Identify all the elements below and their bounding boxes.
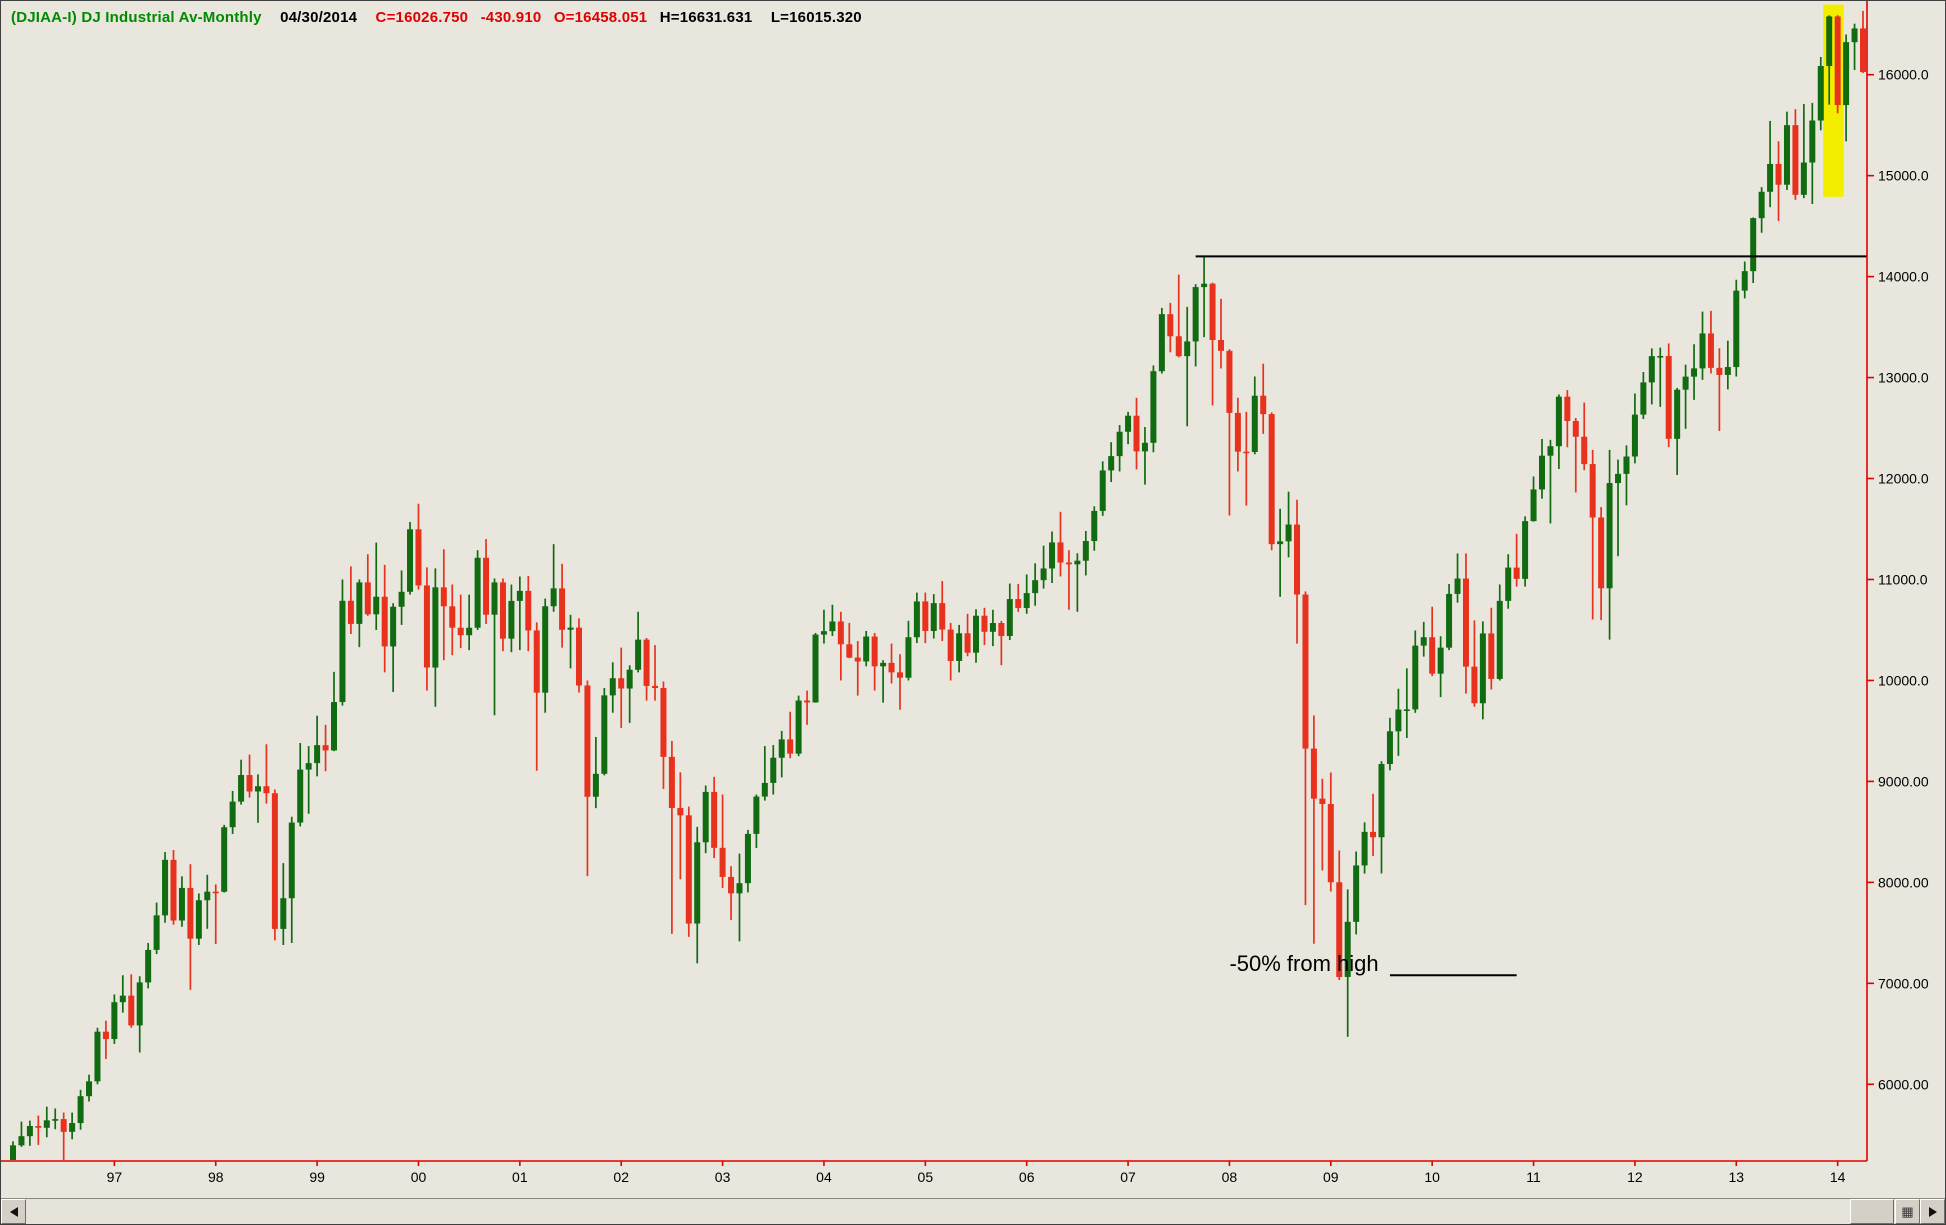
svg-text:01: 01 <box>512 1169 528 1185</box>
open-value: O=16458.051 <box>553 9 648 26</box>
scroll-right-arrow-icon <box>1928 1206 1937 1217</box>
svg-text:07: 07 <box>1120 1169 1136 1185</box>
svg-text:13000.0: 13000.0 <box>1878 370 1929 386</box>
horizontal-scrollbar[interactable]: ▦ <box>1 1198 1945 1224</box>
svg-text:10: 10 <box>1424 1169 1440 1185</box>
svg-text:97: 97 <box>107 1169 123 1185</box>
svg-text:16000.0: 16000.0 <box>1878 67 1929 83</box>
svg-text:7000.00: 7000.00 <box>1878 975 1929 991</box>
svg-text:08: 08 <box>1222 1169 1238 1185</box>
svg-text:10000.0: 10000.0 <box>1878 672 1929 688</box>
svg-text:14000.0: 14000.0 <box>1878 269 1929 285</box>
low-value: L=16015.320 <box>770 9 862 26</box>
scroll-track[interactable] <box>26 1199 1895 1224</box>
scroll-thumb[interactable] <box>1850 1199 1894 1224</box>
svg-text:6000.00: 6000.00 <box>1878 1076 1929 1092</box>
svg-text:11000.0: 11000.0 <box>1878 571 1928 587</box>
svg-text:14: 14 <box>1830 1169 1846 1185</box>
price-chart[interactable]: -50% from high16000.015000.014000.013000… <box>1 1 1945 1198</box>
close-value: C=16026.750 <box>375 9 469 26</box>
svg-text:00: 00 <box>411 1169 427 1185</box>
svg-text:09: 09 <box>1323 1169 1339 1185</box>
quote-bar: (DJIAA-I) DJ Industrial Av-Monthly 04/30… <box>11 9 876 26</box>
date-label: 04/30/2014 <box>280 9 358 26</box>
svg-text:03: 03 <box>715 1169 731 1185</box>
scroll-left-button[interactable] <box>1 1199 26 1224</box>
svg-text:11: 11 <box>1526 1169 1541 1185</box>
svg-text:04: 04 <box>816 1169 832 1185</box>
svg-text:15000.0: 15000.0 <box>1878 168 1929 184</box>
scroll-right-button[interactable] <box>1920 1199 1945 1224</box>
grip-icon: ▦ <box>1901 1204 1914 1219</box>
scroll-left-arrow-icon <box>9 1206 18 1217</box>
svg-text:05: 05 <box>918 1169 934 1185</box>
symbol-label: (DJIAA-I) DJ Industrial Av-Monthly <box>11 9 262 26</box>
chart-area: -50% from high 16000.0 15000.0 14000.0 13000… <box>1 1 1945 1198</box>
svg-text:8000.00: 8000.00 <box>1878 874 1929 890</box>
svg-text:98: 98 <box>208 1169 224 1185</box>
svg-text:12000.0: 12000.0 <box>1878 471 1929 487</box>
svg-text:02: 02 <box>613 1169 629 1185</box>
svg-text:12: 12 <box>1627 1169 1643 1185</box>
svg-text:06: 06 <box>1019 1169 1035 1185</box>
scroll-grip-button[interactable]: ▦ <box>1895 1199 1920 1224</box>
svg-text:99: 99 <box>309 1169 325 1185</box>
high-value: H=16631.631 <box>659 9 753 26</box>
net-change-value: -430.910 <box>480 9 542 26</box>
svg-text:-50% from high: -50% from high <box>1229 951 1378 976</box>
svg-text:13: 13 <box>1728 1169 1744 1185</box>
svg-text:9000.00: 9000.00 <box>1878 773 1929 789</box>
